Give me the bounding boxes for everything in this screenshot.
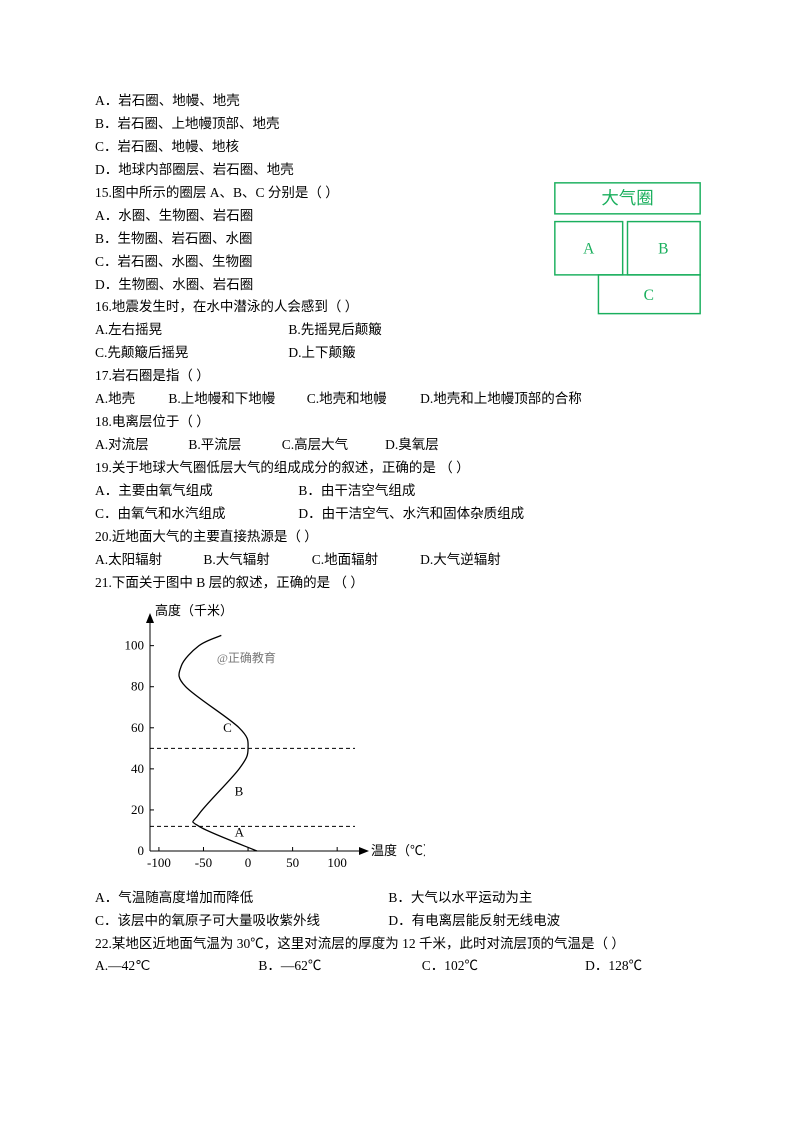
q20-opts: A.太阳辐射 B.大气辐射 C.地面辐射 D.大气逆辐射 — [95, 549, 705, 572]
svg-text:50: 50 — [286, 855, 299, 870]
q17-opt-c: C.地壳和地幔 — [307, 388, 417, 411]
q19-row1: A．主要由氧气组成 B．由干洁空气组成 — [95, 480, 705, 503]
q17-opt-b: B.上地幔和下地幔 — [168, 388, 303, 411]
svg-text:100: 100 — [125, 637, 145, 652]
q21-stem: 21.下面关于图中 B 层的叙述，正确的是 （ ） — [95, 572, 705, 595]
q16-opt-d: D.上下颠簸 — [288, 342, 355, 365]
q20-opt-c: C.地面辐射 — [312, 549, 417, 572]
svg-text:高度（千米）: 高度（千米） — [155, 603, 233, 618]
q17-opts: A.地壳 B.上地幔和下地幔 C.地壳和地幔 D.地壳和上地幔顶部的合称 — [95, 388, 705, 411]
q20-opt-b: B.大气辐射 — [203, 549, 308, 572]
svg-text:大气圈: 大气圈 — [601, 188, 653, 208]
q19-stem: 19.关于地球大气圈低层大气的组成成分的叙述，正确的是 （ ） — [95, 457, 705, 480]
q20-stem: 20.近地面大气的主要直接热源是（ ） — [95, 526, 705, 549]
q19-row2: C．由氧气和水汽组成 D．由干洁空气、水汽和固体杂质组成 — [95, 503, 705, 526]
q17-opt-a: A.地壳 — [95, 388, 165, 411]
q21-opt-b: B．大气以水平运动为主 — [388, 887, 532, 910]
q16-row1: A.左右摇晃 B.先摇晃后颠簸 — [95, 319, 705, 342]
q21-row1: A．气温随高度增加而降低 B．大气以水平运动为主 — [95, 887, 705, 910]
svg-text:-100: -100 — [147, 855, 171, 870]
q14-opt-a: A．岩石圈、地幔、地壳 — [95, 90, 705, 113]
q22-opts: A.—42℃ B．—62℃ C．102℃ D．128℃ — [95, 955, 705, 978]
q18-opt-b: B.平流层 — [188, 434, 278, 457]
q18-stem: 18.电离层位于（ ） — [95, 411, 705, 434]
svg-text:100: 100 — [327, 855, 347, 870]
q16-opt-b: B.先摇晃后颠簸 — [288, 319, 381, 342]
svg-text:60: 60 — [131, 719, 144, 734]
q18-opt-a: A.对流层 — [95, 434, 185, 457]
q22-opt-a: A.—42℃ — [95, 955, 255, 978]
svg-text:温度（℃）: 温度（℃） — [371, 843, 425, 858]
svg-text:-50: -50 — [195, 855, 212, 870]
q16-row2: C.先颠簸后摇晃 D.上下颠簸 — [95, 342, 705, 365]
svg-text:A: A — [583, 240, 595, 257]
q17-opt-d: D.地壳和上地幔顶部的合称 — [420, 388, 582, 411]
q16-opt-a: A.左右摇晃 — [95, 319, 285, 342]
q19-opt-d: D．由干洁空气、水汽和固体杂质组成 — [298, 503, 524, 526]
q18-opts: A.对流层 B.平流层 C.高层大气 D.臭氧层 — [95, 434, 705, 457]
q20-opt-a: A.太阳辐射 — [95, 549, 200, 572]
svg-text:C: C — [223, 720, 232, 735]
q21-opt-a: A．气温随高度增加而降低 — [95, 887, 385, 910]
svg-text:B: B — [658, 240, 668, 257]
q21-opt-d: D．有电离层能反射无线电波 — [388, 910, 560, 933]
q22-opt-c: C．102℃ — [422, 955, 582, 978]
svg-text:C: C — [644, 287, 654, 304]
svg-text:0: 0 — [138, 843, 145, 858]
q19-opt-b: B．由干洁空气组成 — [298, 480, 415, 503]
svg-text:A: A — [235, 824, 245, 839]
q22-stem: 22.某地区近地面气温为 30℃，这里对流层的厚度为 12 千米，此时对流层顶的… — [95, 933, 705, 956]
svg-text:80: 80 — [131, 678, 144, 693]
q14-opt-b: B．岩石圈、上地幔顶部、地壳 — [95, 113, 705, 136]
q22-opt-b: B．—62℃ — [258, 955, 418, 978]
svg-text:B: B — [235, 783, 244, 798]
q18-opt-d: D.臭氧层 — [385, 434, 439, 457]
q22-opt-d: D．128℃ — [585, 955, 642, 978]
q20-opt-d: D.大气逆辐射 — [420, 549, 501, 572]
q19-opt-a: A．主要由氧气组成 — [95, 480, 295, 503]
q21-opt-c: C．该层中的氧原子可大量吸收紫外线 — [95, 910, 385, 933]
atmosphere-chart: 高度（千米） 0 20 40 60 80 100 -100 -50 0 50 100 温度（℃） A B C @… — [95, 601, 705, 881]
q16-opt-c: C.先颠簸后摇晃 — [95, 342, 285, 365]
svg-text:20: 20 — [131, 802, 144, 817]
q18-opt-c: C.高层大气 — [282, 434, 382, 457]
sphere-diagram: 大气圈 A B C — [550, 178, 705, 318]
q19-opt-c: C．由氧气和水汽组成 — [95, 503, 295, 526]
svg-text:40: 40 — [131, 760, 144, 775]
q21-row2: C．该层中的氧原子可大量吸收紫外线 D．有电离层能反射无线电波 — [95, 910, 705, 933]
svg-text:0: 0 — [245, 855, 252, 870]
svg-text:@正确教育: @正确教育 — [217, 650, 276, 665]
q14-opt-c: C．岩石圈、地幔、地核 — [95, 136, 705, 159]
q17-stem: 17.岩石圈是指（ ） — [95, 365, 705, 388]
